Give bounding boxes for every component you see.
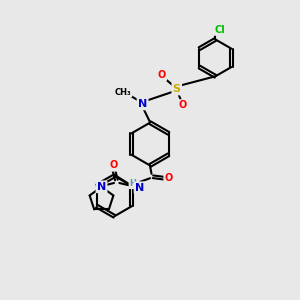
Text: S: S: [173, 84, 181, 94]
Text: N: N: [97, 182, 106, 192]
Text: O: O: [165, 173, 173, 183]
Text: N: N: [138, 99, 147, 109]
Text: O: O: [178, 100, 187, 110]
Text: O: O: [110, 160, 118, 170]
Text: H: H: [130, 179, 136, 188]
Text: CH₃: CH₃: [115, 88, 132, 97]
Text: Cl: Cl: [214, 25, 225, 34]
Text: N: N: [135, 183, 144, 193]
Text: O: O: [158, 70, 166, 80]
